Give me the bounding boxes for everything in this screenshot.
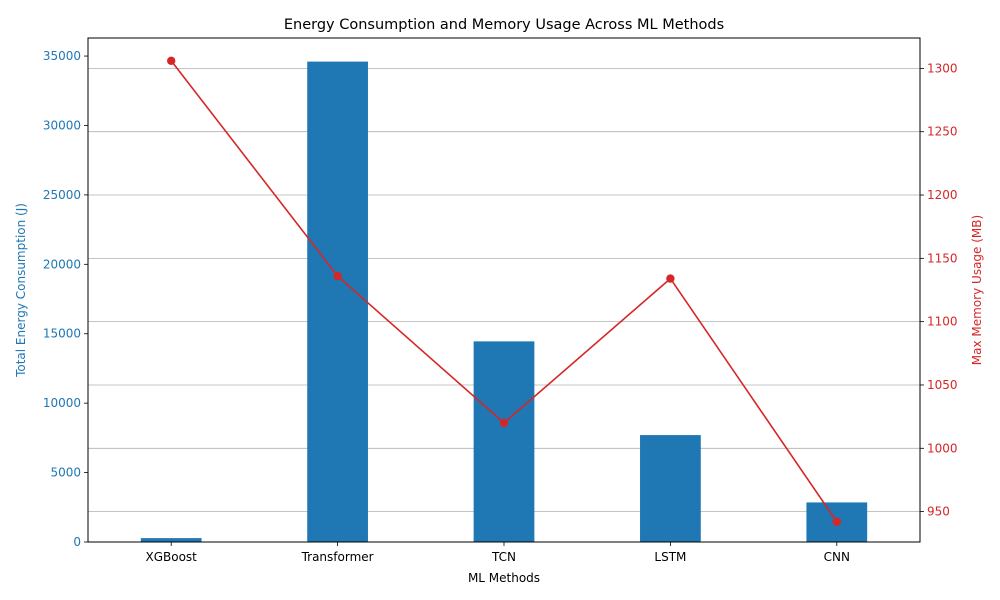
- x-axis-label: ML Methods: [468, 571, 540, 585]
- right-tick-label: 1050: [927, 378, 958, 392]
- memory-point-xgboost: [167, 56, 176, 65]
- left-tick-label: 25000: [43, 188, 81, 202]
- left-tick-label: 5000: [50, 466, 81, 480]
- x-tick-label-cnn: CNN: [824, 550, 850, 564]
- x-tick-label-tcn: TCN: [491, 550, 516, 564]
- bar-tcn: [473, 341, 535, 542]
- right-tick-label: 950: [927, 505, 950, 519]
- left-tick-label: 0: [73, 535, 81, 549]
- left-tick-label: 35000: [43, 49, 81, 63]
- left-tick-label: 20000: [43, 257, 81, 271]
- x-tick-label-lstm: LSTM: [654, 550, 686, 564]
- right-axis-ticks: 950 1000 1050 1100 1150 1200 1250 1300: [920, 61, 958, 519]
- right-tick-label: 1100: [927, 315, 958, 329]
- x-axis-ticks: XGBoost Transformer TCN LSTM CNN: [145, 542, 850, 564]
- memory-line: [167, 56, 841, 526]
- left-tick-label: 10000: [43, 396, 81, 410]
- right-tick-label: 1150: [927, 251, 958, 265]
- memory-point-tcn: [499, 418, 509, 428]
- bar-transformer: [307, 61, 368, 543]
- memory-point-cnn: [832, 517, 841, 526]
- right-axis-label: Max Memory Usage (MB): [970, 215, 984, 365]
- x-tick-label-xgboost: XGBoost: [145, 550, 197, 564]
- right-tick-label: 1300: [927, 61, 958, 75]
- right-tick-label: 1000: [927, 441, 958, 455]
- left-axis-label: Total Energy Consumption (J): [14, 203, 28, 378]
- memory-point-lstm: [666, 274, 675, 283]
- left-axis-ticks: 0 5000 10000 15000 20000 25000 30000 35000: [43, 49, 88, 549]
- x-tick-label-transformer: Transformer: [301, 550, 374, 564]
- right-tick-label: 1200: [927, 188, 958, 202]
- bar-xgboost: [140, 538, 202, 542]
- memory-point-transformer: [333, 271, 342, 281]
- right-tick-label: 1250: [927, 125, 958, 139]
- bar-lstm: [640, 435, 701, 542]
- left-tick-label: 15000: [43, 327, 81, 341]
- bars: [140, 61, 868, 543]
- chart-title: Energy Consumption and Memory Usage Acro…: [284, 17, 724, 33]
- left-tick-label: 30000: [43, 118, 81, 132]
